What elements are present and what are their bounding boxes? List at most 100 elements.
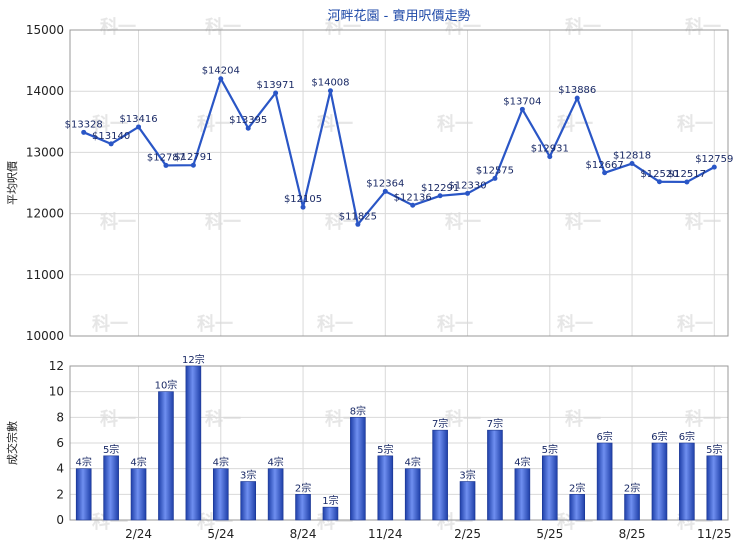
count-data-label: 6宗	[651, 430, 667, 443]
count-bar	[158, 391, 174, 521]
count-data-label: 6宗	[679, 430, 695, 443]
price-data-label: $11825	[339, 211, 377, 222]
watermark-text: 科一	[205, 16, 241, 38]
watermark-text: 科一	[325, 16, 361, 38]
price-data-label: $13140	[92, 131, 130, 142]
count-x-tick-label: 2/25	[454, 527, 481, 541]
count-data-label: 7宗	[487, 417, 503, 430]
count-bar	[569, 494, 586, 521]
count-x-tick-label: 11/24	[368, 527, 403, 541]
price-point	[355, 221, 361, 227]
watermark-text: 科一	[445, 211, 481, 233]
watermark-text: 科一	[445, 16, 481, 38]
price-point	[656, 179, 662, 185]
count-y-tick-label: 2	[56, 487, 64, 501]
price-data-label: $12931	[531, 144, 569, 155]
count-bar	[377, 455, 394, 521]
price-point	[218, 76, 224, 82]
count-data-label: 6宗	[596, 430, 612, 443]
count-x-tick-label: 11/25	[697, 527, 732, 541]
count-bar	[624, 494, 640, 521]
count-x-tick-label: 5/24	[207, 527, 234, 541]
count-bar	[706, 455, 723, 521]
price-point	[108, 141, 114, 147]
price-point	[81, 129, 87, 135]
price-y-tick-label: 13000	[26, 145, 64, 159]
watermark-text: 科一	[677, 113, 713, 135]
count-bar	[514, 468, 531, 521]
count-data-label: 2宗	[295, 481, 311, 494]
chart-title: 河畔花園 - 實用呎價走勢	[328, 8, 471, 24]
watermark-text: 科一	[197, 113, 233, 135]
count-y-ticks: 0 2 4 6 8 10 12	[49, 359, 64, 527]
watermark-text: 科一	[92, 313, 128, 335]
price-point	[273, 90, 279, 96]
price-data-label: $12667	[586, 160, 624, 171]
count-x-tick-label: 5/25	[536, 527, 563, 541]
price-point	[492, 175, 498, 181]
price-data-label: $12787	[147, 152, 185, 163]
price-y-tick-label: 10000	[26, 329, 64, 343]
count-bar	[103, 455, 119, 521]
watermark-text: 科一	[205, 408, 241, 430]
price-data-label: $12759	[695, 154, 733, 165]
count-y-tick-label: 6	[56, 436, 64, 450]
watermark-text: 科一	[437, 113, 473, 135]
price-data-label: $12105	[284, 194, 322, 205]
price-y-tick-label: 11000	[26, 268, 64, 282]
price-data-label: $13704	[503, 96, 541, 107]
count-plot-frame	[69, 365, 729, 521]
price-data-label: $12364	[366, 178, 404, 189]
price-point	[465, 190, 471, 196]
price-data-label: $13395	[229, 115, 267, 126]
count-data-label: 3宗	[459, 469, 475, 482]
watermark-text: 科一	[685, 408, 721, 430]
price-data-label: $13971	[257, 80, 295, 91]
count-data-label: 4宗	[267, 456, 283, 469]
count-bar	[295, 494, 311, 521]
count-data-label: 12宗	[182, 353, 205, 366]
price-data-label: $14008	[311, 78, 349, 89]
count-data-label: 5宗	[377, 443, 393, 456]
count-data-label: 4宗	[130, 456, 146, 469]
count-data-label: 5宗	[706, 443, 722, 456]
watermark-text: 科一	[445, 408, 481, 430]
price-point	[300, 204, 306, 210]
count-data-label: 5宗	[542, 443, 558, 456]
count-bar	[596, 442, 613, 521]
price-data-label: $12291	[421, 183, 459, 194]
count-bar	[404, 468, 421, 521]
watermark-text: 科一	[197, 313, 233, 335]
count-bar-series	[75, 365, 723, 521]
count-bar	[322, 506, 339, 521]
price-point	[629, 161, 635, 167]
count-data-label: 7宗	[432, 417, 448, 430]
count-y-tick-label: 8	[56, 410, 64, 424]
count-bar	[651, 442, 668, 521]
price-data-label: $14204	[202, 66, 240, 77]
price-data-label: $13416	[119, 114, 157, 125]
count-data-label: 5宗	[103, 443, 119, 456]
count-y-tick-label: 12	[49, 359, 64, 373]
watermark-text: 科一	[100, 16, 136, 38]
price-data-labels: $13328$13140 $13416 $12787$12791 $14204 $133…	[65, 66, 734, 223]
count-bar	[185, 365, 202, 521]
price-data-label: $12520	[640, 169, 678, 180]
price-data-label: $12575	[476, 165, 514, 176]
price-point	[382, 188, 388, 194]
price-data-label: $12136	[394, 192, 432, 203]
price-point	[684, 179, 690, 185]
price-data-label: $12791	[174, 152, 212, 163]
count-data-label: 4宗	[405, 456, 421, 469]
price-plot-frame	[69, 29, 729, 337]
watermark-text: 科一	[685, 16, 721, 38]
count-data-label: 10宗	[155, 379, 178, 392]
count-bar	[267, 468, 284, 521]
price-point	[245, 125, 251, 131]
count-data-label: 4宗	[213, 456, 229, 469]
count-bar	[212, 468, 229, 521]
watermark-text: 科一	[100, 408, 136, 430]
watermark-text: 科一	[100, 211, 136, 233]
